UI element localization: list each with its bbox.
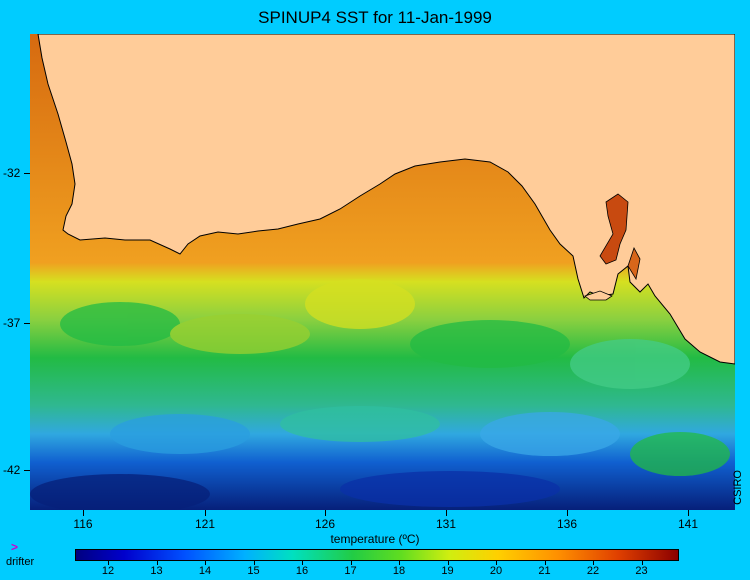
colorbar-tick-label: 22 — [586, 565, 600, 577]
ocean-eddies — [30, 279, 730, 510]
colorbar-tick-label: 14 — [198, 565, 212, 577]
colorbar-tick — [350, 560, 352, 565]
x-tick — [688, 510, 689, 516]
colorbar-tick-label: 12 — [101, 565, 115, 577]
colorbar-tick-label: 23 — [635, 565, 648, 577]
x-tick-label: 141 — [677, 517, 699, 531]
drifter-icon: > — [11, 540, 19, 554]
colorbar-tick-label: 20 — [489, 565, 503, 577]
map-title: SPINUP4 SST for 11-Jan-1999 — [258, 8, 492, 27]
colorbar-title: temperature (ºC) — [330, 532, 420, 546]
colorbar-tick-label: 18 — [392, 565, 406, 577]
x-tick-label: 131 — [435, 517, 457, 531]
colorbar-tick — [593, 560, 594, 565]
x-tick-label: 116 — [73, 517, 93, 531]
colorbar-tick — [399, 560, 400, 565]
sst-map — [30, 34, 735, 510]
credit-label: CSIRO — [732, 470, 744, 505]
colorbar-tick — [496, 560, 497, 565]
y-tick — [24, 173, 30, 174]
colorbar — [75, 549, 679, 561]
x-tick — [567, 510, 568, 516]
drifter-label: drifter — [6, 556, 35, 568]
x-tick — [325, 510, 326, 516]
colorbar-tick — [447, 560, 449, 565]
colorbar-tick — [253, 560, 255, 565]
colorbar-tick-label: 17 — [344, 565, 357, 577]
colorbar-tick — [205, 560, 206, 565]
gulf-st-vincent — [627, 247, 641, 281]
colorbar-tick — [156, 560, 158, 565]
spencer-gulf — [599, 193, 629, 265]
colorbar-tick-label: 16 — [295, 565, 309, 577]
x-tick — [83, 510, 84, 516]
colorbar-tick — [302, 560, 303, 565]
x-tick — [446, 510, 447, 516]
y-tick — [24, 323, 30, 324]
y-tick-label: -37 — [3, 316, 21, 330]
land-australia — [37, 34, 735, 365]
colorbar-tick-label: 15 — [247, 565, 260, 577]
x-tick — [205, 510, 206, 516]
colorbar-tick — [641, 560, 643, 565]
x-tick-label: 136 — [556, 517, 578, 531]
colorbar-tick — [544, 560, 546, 565]
x-tick-label: 126 — [314, 517, 336, 531]
y-tick-label: -32 — [3, 166, 21, 180]
x-tick-label: 121 — [194, 517, 216, 531]
colorbar-tick-label: 19 — [441, 565, 454, 577]
kangaroo-island — [584, 290, 613, 301]
y-tick-label: -42 — [3, 463, 21, 477]
colorbar-tick-label: 21 — [538, 565, 551, 577]
y-tick — [24, 470, 30, 471]
colorbar-tick-label: 13 — [150, 565, 163, 577]
colorbar-tick — [108, 560, 109, 565]
